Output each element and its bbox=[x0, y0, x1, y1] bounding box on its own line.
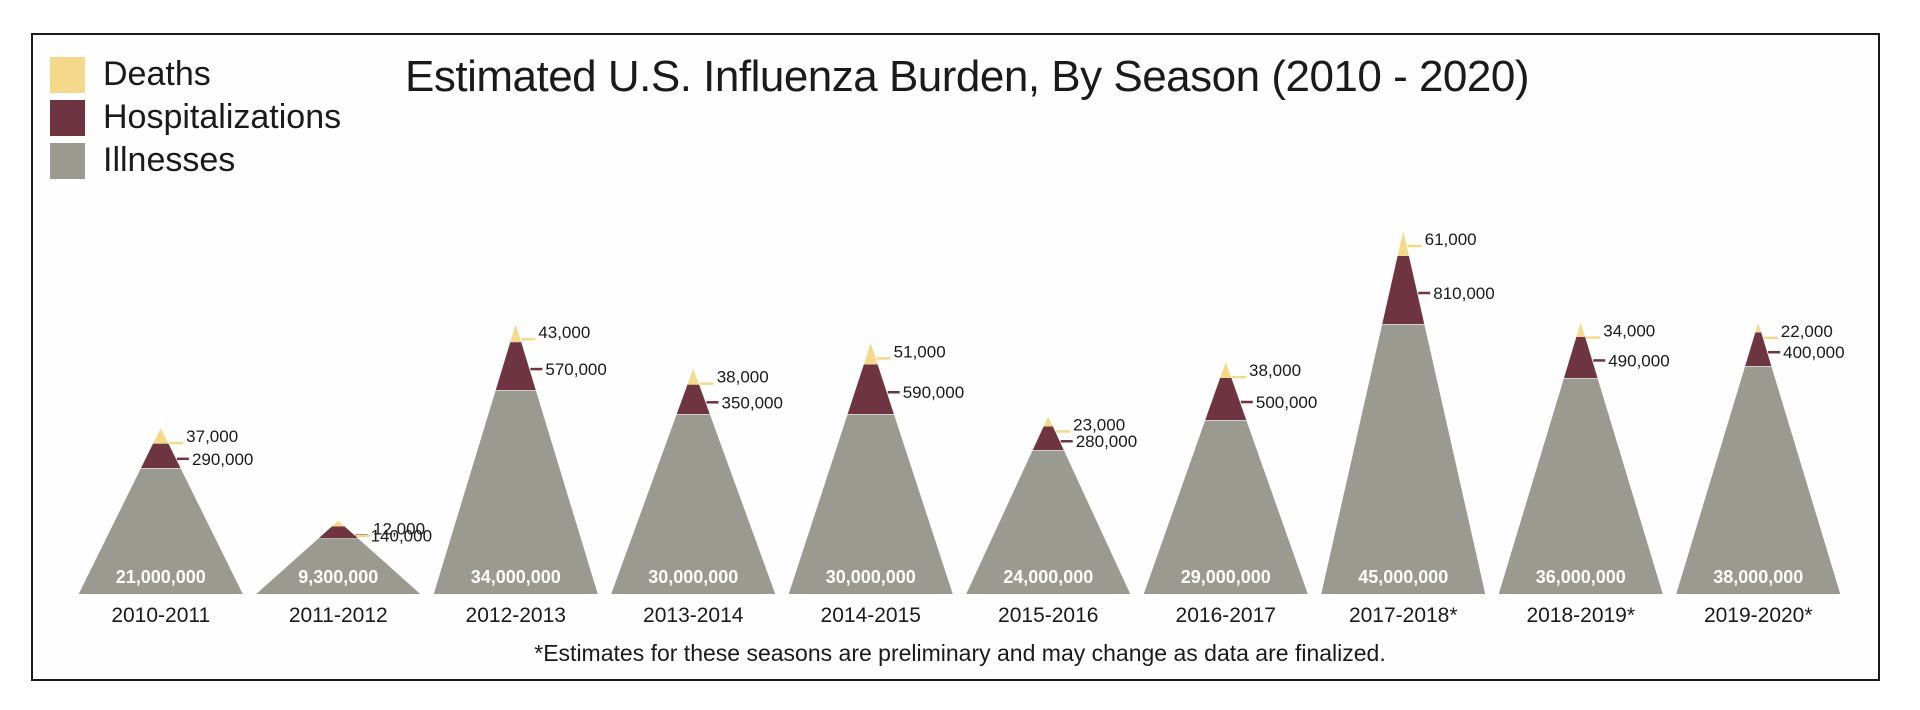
illness-mark-2015-2016 bbox=[966, 450, 1131, 594]
death-mark-2012-2013 bbox=[510, 324, 522, 343]
hospitalization-label-2015-2016: 280,000 bbox=[1076, 432, 1137, 451]
hospitalization-mark-2018-2019 bbox=[1563, 336, 1598, 378]
illness-mark-2017-2018 bbox=[1321, 324, 1486, 594]
legend-swatch-deaths bbox=[50, 57, 85, 93]
death-label-2019-2020: 22,000 bbox=[1781, 322, 1833, 341]
hospitalization-mark-2017-2018 bbox=[1382, 256, 1425, 324]
hospitalization-label-2010-2011: 290,000 bbox=[192, 450, 253, 469]
category-label-2012-2013: 2012-2013 bbox=[466, 604, 566, 627]
death-mark-2018-2019 bbox=[1576, 322, 1586, 337]
illness-label-2016-2017: 29,000,000 bbox=[1181, 567, 1271, 587]
illness-mark-2012-2013 bbox=[433, 390, 598, 594]
hospitalization-label-2013-2014: 350,000 bbox=[721, 393, 782, 412]
death-mark-2015-2016 bbox=[1043, 416, 1053, 427]
death-label-2016-2017: 38,000 bbox=[1249, 361, 1301, 380]
footnote: *Estimates for these seasons are prelimi… bbox=[534, 640, 1386, 666]
hospitalization-label-2011-2012: 140,000 bbox=[371, 526, 432, 545]
death-mark-2017-2018 bbox=[1397, 231, 1409, 256]
illness-mark-2010-2011 bbox=[78, 468, 243, 594]
category-label-2018-2019: 2018-2019* bbox=[1526, 604, 1635, 627]
illness-mark-2013-2014 bbox=[611, 414, 776, 594]
death-label-2017-2018: 61,000 bbox=[1425, 230, 1477, 249]
hospitalization-label-2018-2019: 490,000 bbox=[1608, 351, 1669, 370]
category-label-2019-2020: 2019-2020* bbox=[1704, 604, 1813, 627]
illness-label-2018-2019: 36,000,000 bbox=[1536, 567, 1626, 587]
category-label-2011-2012: 2011-2012 bbox=[289, 604, 388, 627]
illness-mark-2011-2012 bbox=[256, 538, 421, 594]
death-mark-2014-2015 bbox=[863, 343, 878, 365]
death-label-2013-2014: 38,000 bbox=[717, 368, 769, 387]
hospitalization-mark-2015-2016 bbox=[1032, 426, 1064, 450]
legend-swatch-hospitalizations bbox=[50, 100, 85, 136]
illness-label-2014-2015: 30,000,000 bbox=[826, 567, 916, 587]
hospitalization-mark-2014-2015 bbox=[847, 364, 894, 414]
death-label-2018-2019: 34,000 bbox=[1603, 321, 1655, 340]
category-label-2016-2017: 2016-2017 bbox=[1176, 604, 1276, 627]
legend-label-deaths: Deaths bbox=[103, 55, 211, 93]
hospitalization-label-2012-2013: 570,000 bbox=[545, 360, 606, 379]
illness-label-2012-2013: 34,000,000 bbox=[471, 567, 561, 587]
illness-mark-2019-2020 bbox=[1676, 366, 1841, 594]
illness-label-2019-2020: 38,000,000 bbox=[1713, 567, 1803, 587]
death-mark-2011-2012 bbox=[331, 520, 345, 527]
hospitalization-label-2016-2017: 500,000 bbox=[1256, 393, 1317, 412]
death-label-2011-2012: 12,000 bbox=[373, 520, 425, 539]
death-mark-2013-2014 bbox=[687, 368, 700, 385]
legend-swatch-illnesses bbox=[50, 143, 85, 179]
hospitalization-mark-2016-2017 bbox=[1205, 378, 1247, 420]
hospitalization-mark-2011-2012 bbox=[318, 526, 358, 539]
hospitalization-label-2017-2018: 810,000 bbox=[1433, 284, 1494, 303]
death-mark-2016-2017 bbox=[1220, 362, 1232, 379]
illness-label-2013-2014: 30,000,000 bbox=[648, 567, 738, 587]
death-label-2014-2015: 51,000 bbox=[894, 342, 946, 361]
category-label-2013-2014: 2013-2014 bbox=[643, 604, 744, 627]
illness-label-2010-2011: 21,000,000 bbox=[116, 567, 206, 587]
category-label-2017-2018: 2017-2018* bbox=[1349, 604, 1458, 627]
illness-mark-2014-2015 bbox=[788, 414, 953, 594]
death-mark-2010-2011 bbox=[153, 428, 169, 444]
illness-mark-2016-2017 bbox=[1143, 420, 1308, 594]
death-label-2012-2013: 43,000 bbox=[538, 323, 590, 342]
illness-label-2017-2018: 45,000,000 bbox=[1358, 567, 1448, 587]
death-label-2015-2016: 23,000 bbox=[1073, 415, 1125, 434]
hospitalization-mark-2013-2014 bbox=[676, 384, 710, 414]
hospitalization-mark-2010-2011 bbox=[141, 443, 181, 468]
hospitalization-mark-2012-2013 bbox=[495, 342, 536, 390]
chart-title: Estimated U.S. Influenza Burden, By Seas… bbox=[405, 52, 1530, 101]
legend-label-hospitalizations: Hospitalizations bbox=[103, 98, 342, 136]
legend-label-illnesses: Illnesses bbox=[103, 141, 236, 179]
death-label-2010-2011: 37,000 bbox=[186, 427, 238, 446]
illness-label-2015-2016: 24,000,000 bbox=[1003, 567, 1093, 587]
hospitalization-mark-2019-2020 bbox=[1745, 332, 1772, 366]
category-label-2015-2016: 2015-2016 bbox=[998, 604, 1098, 627]
illness-mark-2018-2019 bbox=[1498, 378, 1663, 594]
hospitalization-label-2019-2020: 400,000 bbox=[1783, 343, 1844, 362]
category-label-2014-2015: 2014-2015 bbox=[821, 604, 921, 627]
hospitalization-label-2014-2015: 590,000 bbox=[903, 383, 964, 402]
category-label-2010-2011: 2010-2011 bbox=[111, 604, 210, 627]
illness-label-2011-2012: 9,300,000 bbox=[298, 567, 378, 587]
death-mark-2019-2020 bbox=[1755, 322, 1762, 333]
